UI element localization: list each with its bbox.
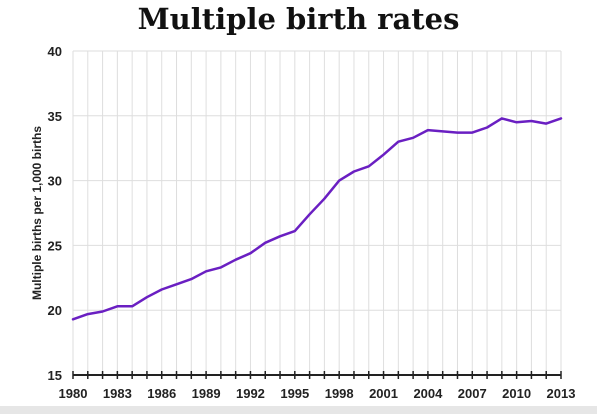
x-axis: [72, 371, 562, 379]
y-tick-label: 35: [48, 109, 62, 124]
x-tick-label: 1983: [103, 386, 132, 401]
series-layer: [71, 117, 563, 321]
x-tick-label: 1980: [59, 386, 88, 401]
x-tick-label: 1989: [192, 386, 221, 401]
x-tick-label: 2001: [369, 386, 398, 401]
y-axis-label: Multiple births per 1,000 births: [30, 126, 44, 300]
x-tick-label: 2007: [458, 386, 487, 401]
x-tick-label: 1986: [147, 386, 176, 401]
y-axis-ticks: 15 20 25 30 35 40: [48, 44, 62, 383]
y-tick-label: 25: [48, 238, 62, 253]
y-tick-label: 15: [48, 368, 62, 383]
x-tick-label: 2013: [547, 386, 576, 401]
grid-lines: [72, 50, 562, 375]
x-tick-label: 1995: [280, 386, 309, 401]
x-tick-label: 1998: [325, 386, 354, 401]
chart-title: Multiple birth rates: [137, 2, 460, 36]
y-tick-label: 40: [48, 44, 62, 59]
series-line: [71, 117, 563, 321]
y-tick-label: 20: [48, 303, 62, 318]
x-tick-label: 2004: [413, 386, 443, 401]
y-tick-label: 30: [48, 174, 62, 189]
footer-strip: [0, 406, 597, 414]
x-tick-label: 2010: [502, 386, 531, 401]
x-axis-ticks: 1980 1983 1986 1989 1992 1995 1998 2001 2004 2007…: [59, 386, 576, 401]
x-tick-label: 1992: [236, 386, 265, 401]
